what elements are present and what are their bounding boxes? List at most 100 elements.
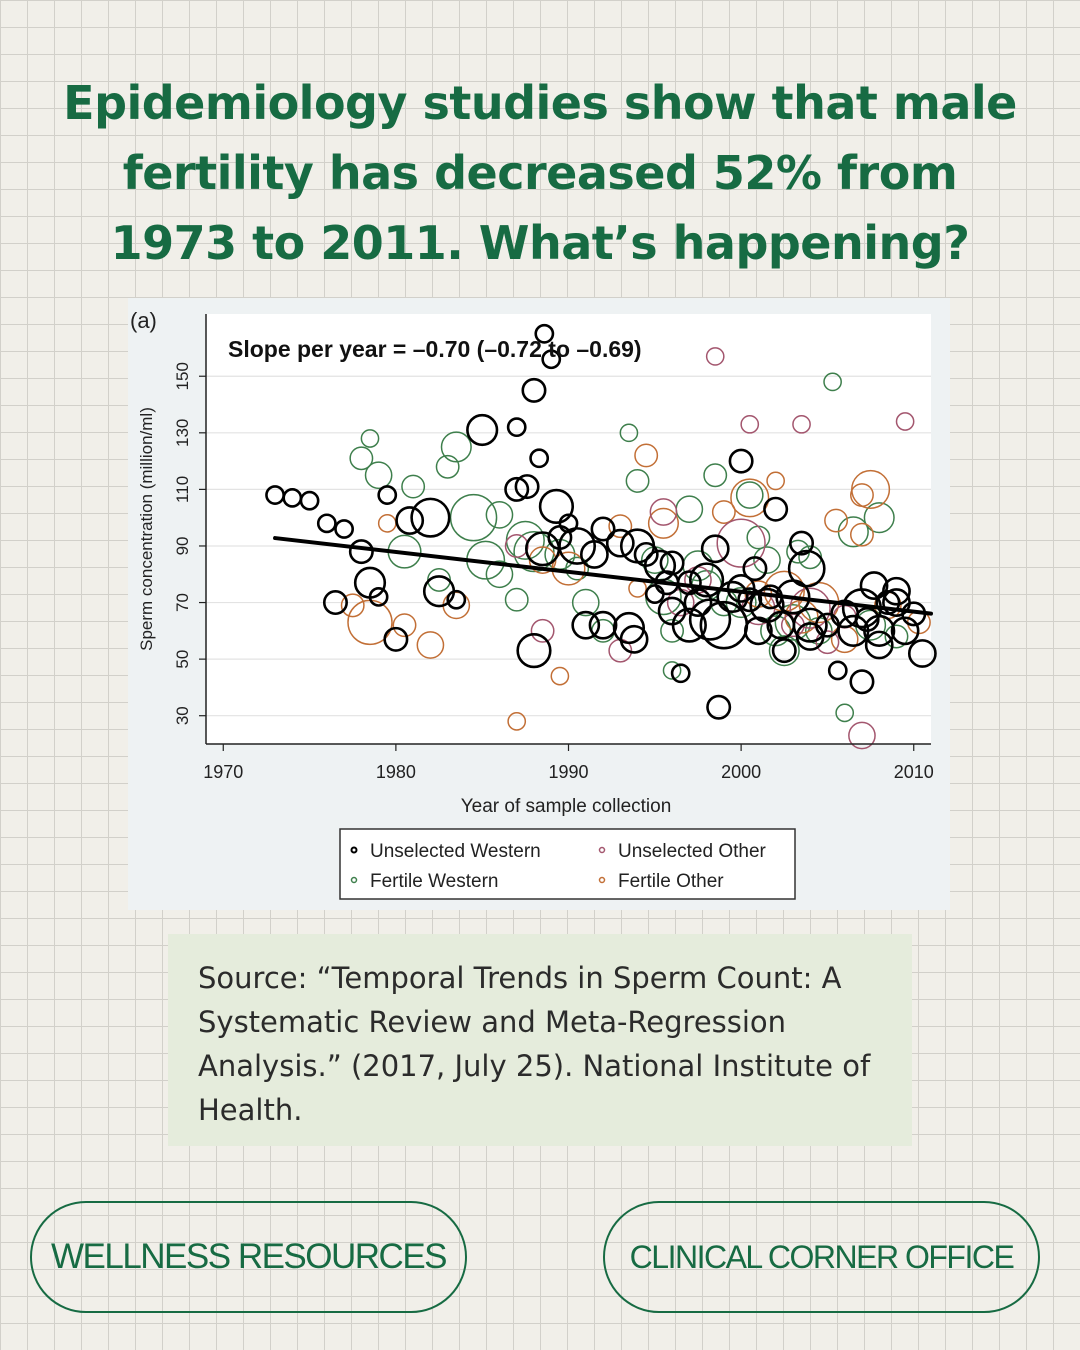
point-unselected-western (322, 590, 348, 616)
point-unselected-western (688, 598, 732, 641)
point-unselected-western (558, 527, 597, 565)
point-fertile-western (485, 560, 514, 589)
point-unselected-other (789, 587, 831, 629)
point-unselected-western (410, 497, 451, 538)
headline-line-2: fertility has decreased 52% from (122, 146, 958, 200)
chart-title: Slope per year = –0.70 (–0.72 to –0.69) (228, 336, 642, 362)
point-unselected-western (787, 549, 826, 588)
point-unselected-other (895, 412, 915, 431)
point-unselected-western (590, 516, 616, 542)
point-unselected-western (670, 663, 691, 684)
point-unselected-western (316, 513, 337, 534)
point-unselected-western (579, 540, 609, 569)
legend-label-unselected-other: Unselected Other (618, 841, 767, 862)
point-fertile-western (823, 372, 842, 392)
point-fertile-western (565, 556, 590, 581)
headline: Epidemiology studies show that male fert… (40, 68, 1040, 278)
legend: Unselected Western Unselected Other Fert… (339, 828, 796, 900)
point-fertile-western (768, 635, 800, 667)
point-unselected-western (683, 588, 713, 617)
point-fertile-other (647, 507, 679, 539)
source-citation: Source: “Temporal Trends in Sperm Count:… (198, 961, 871, 1127)
point-fertile-other (730, 478, 770, 518)
point-unselected-western (383, 626, 409, 652)
y-tick-label: 110 (173, 476, 192, 503)
point-fertile-western (619, 423, 639, 443)
point-unselected-western (882, 576, 911, 606)
point-fertile-western (884, 624, 909, 649)
point-unselected-western (890, 616, 920, 646)
point-unselected-western (514, 474, 540, 500)
y-tick-label: 50 (173, 650, 192, 669)
point-fertile-western (401, 474, 426, 499)
point-unselected-western (849, 669, 875, 695)
point-fertile-western (571, 588, 600, 617)
point-fertile-western (449, 493, 498, 542)
point-unselected-western (737, 587, 763, 613)
point-fertile-western (364, 461, 393, 490)
point-unselected-western (446, 589, 467, 610)
clinical-corner-office-button[interactable]: CLINICAL CORNER OFFICE (603, 1201, 1040, 1313)
y-tick-label: 150 (173, 362, 192, 390)
clinical-corner-office-label: CLINICAL CORNER OFFICE (629, 1238, 1015, 1275)
point-fertile-western (753, 546, 781, 574)
point-unselected-western (516, 633, 552, 669)
point-fertile-other (766, 471, 785, 491)
y-tick-label: 90 (173, 537, 192, 556)
point-unselected-western (348, 539, 374, 565)
series-unselected-western (265, 323, 937, 720)
point-unselected-western (859, 571, 889, 600)
x-tick-label: 1980 (376, 762, 416, 782)
point-unselected-other (705, 347, 725, 366)
wellness-resources-button[interactable]: WELLNESS RESOURCES (30, 1201, 467, 1313)
wellness-resources-label: WELLNESS RESOURCES (50, 1237, 448, 1276)
point-unselected-other (530, 618, 555, 643)
legend-label-fertile-western: Fertile Western (370, 871, 498, 892)
point-unselected-western (588, 610, 618, 640)
point-fertile-other (851, 469, 891, 509)
point-fertile-western (504, 587, 529, 612)
y-tick-label: 70 (173, 593, 192, 612)
point-fertile-western (513, 530, 555, 573)
point-fertile-western (835, 703, 855, 723)
point-unselected-western (706, 694, 732, 720)
point-fertile-western (703, 463, 728, 488)
chart-card: 30 50 70 90 110 130 150 1970 1980 1990 2000 2010 (a… (128, 298, 950, 910)
point-fertile-other (634, 443, 659, 468)
point-fertile-western (485, 501, 514, 529)
point-fertile-western (660, 618, 685, 643)
point-unselected-western (827, 660, 848, 681)
x-tick-label: 2010 (894, 762, 934, 782)
point-fertile-other (507, 712, 527, 731)
point-unselected-western (521, 377, 547, 403)
point-fertile-other (850, 522, 874, 547)
point-unselected-western (659, 550, 685, 576)
point-unselected-western (534, 323, 555, 344)
legend-marker-unselected-western (350, 846, 358, 854)
panel-label: (a) (130, 308, 157, 333)
point-unselected-western (529, 448, 550, 469)
x-tick-label: 1970 (203, 762, 243, 782)
point-unselected-other (815, 630, 840, 655)
point-unselected-western (763, 496, 789, 522)
legend-marker-fertile-other (598, 876, 606, 884)
point-unselected-western (771, 638, 797, 664)
point-unselected-western (864, 630, 894, 660)
point-unselected-other (792, 414, 811, 434)
point-unselected-western (700, 534, 730, 564)
y-tick-label: 30 (173, 706, 192, 725)
headline-line-3: 1973 to 2011. What’s happening? (110, 216, 970, 270)
x-tick-label: 1990 (548, 762, 588, 782)
point-unselected-western (671, 607, 707, 643)
point-fertile-western (435, 454, 460, 479)
regression-line (273, 536, 933, 616)
legend-label-unselected-western: Unselected Western (370, 841, 541, 862)
point-fertile-other (392, 613, 417, 638)
legend-label-fertile-other: Fertile Other (618, 871, 724, 892)
point-unselected-western (716, 580, 749, 613)
point-unselected-western (854, 607, 880, 633)
point-unselected-other (716, 518, 766, 568)
series-unselected-other (504, 347, 915, 750)
point-unselected-western (395, 506, 425, 535)
headline-line-1: Epidemiology studies show that male (63, 76, 1017, 130)
